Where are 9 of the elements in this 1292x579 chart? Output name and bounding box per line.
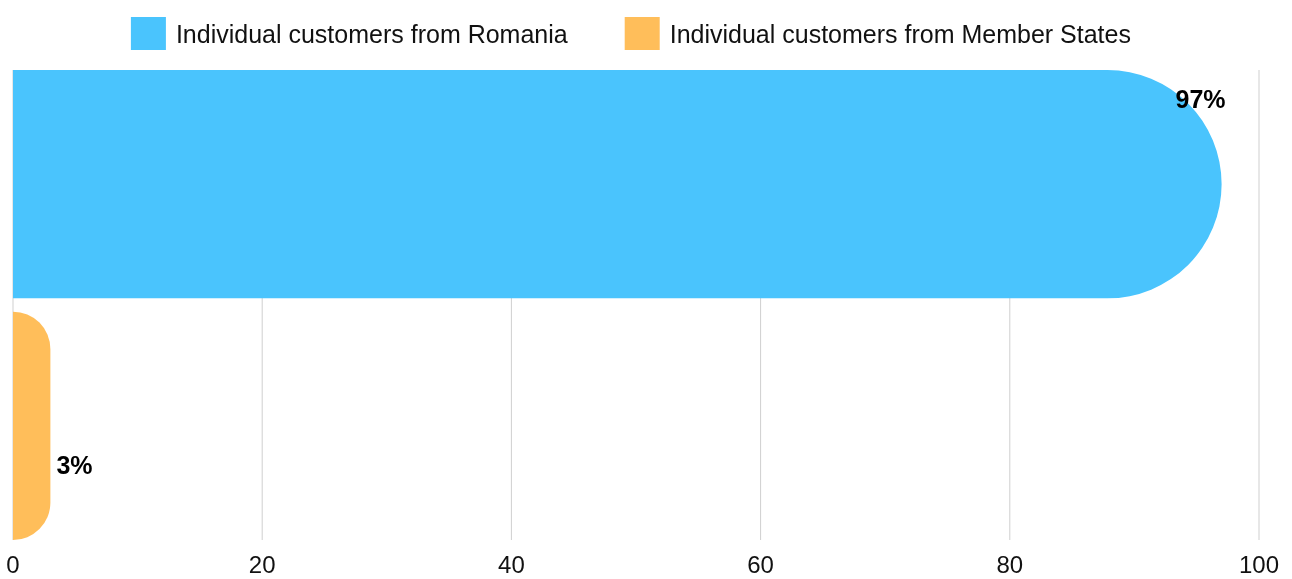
data-label: 3% <box>56 450 93 479</box>
legend-label: Individual customers from Member States <box>669 20 1131 48</box>
x-tick-label: 40 <box>498 551 525 578</box>
legend-label: Individual customers from Romania <box>175 20 568 48</box>
x-tick-label: 0 <box>6 551 20 578</box>
x-tick-label: 80 <box>996 551 1024 578</box>
x-tick-label: 60 <box>747 551 774 578</box>
x-tick-label: 100 <box>1238 551 1280 578</box>
x-tick-label: 20 <box>248 551 276 578</box>
